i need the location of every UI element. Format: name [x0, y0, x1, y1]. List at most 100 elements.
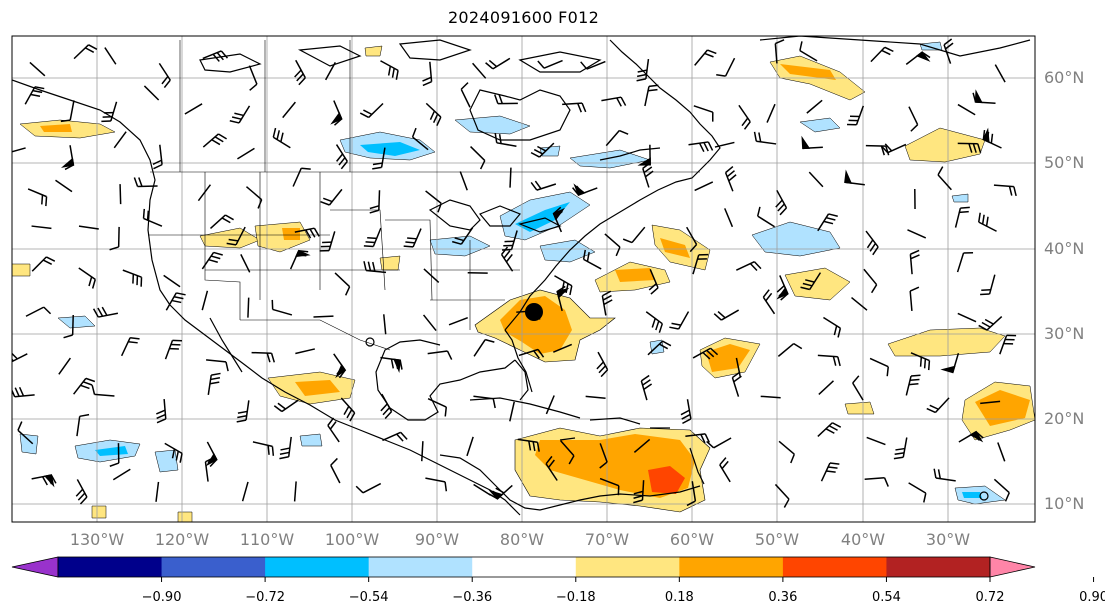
wind-barb [411, 127, 429, 151]
wind-barb [109, 226, 120, 251]
wind-barb [982, 127, 1002, 149]
colorbar-outline [57, 556, 991, 578]
wind-barb [63, 314, 74, 339]
wind-barb [163, 274, 181, 288]
wind-barb [957, 103, 976, 116]
wind-barb [142, 208, 163, 227]
wind-barb [448, 316, 468, 326]
colorbar-segment [575, 557, 680, 577]
colorbar-segment [679, 557, 784, 577]
wind-barb [599, 443, 608, 469]
wind-barb [330, 100, 343, 126]
wind-barb [778, 440, 796, 464]
wind-barb [693, 105, 714, 122]
small-circle-marker [365, 337, 375, 347]
wind-barb [582, 249, 602, 270]
lon-label-120: 120°W [155, 530, 210, 549]
wind-barb [327, 417, 340, 443]
colorbar-label: −0.36 [452, 590, 492, 605]
wind-barb [24, 86, 45, 105]
colorbar-label: 0.72 [976, 590, 1005, 605]
wind-barb [355, 482, 382, 494]
wind-barb [422, 61, 433, 87]
wind-barb [820, 462, 840, 482]
wind-barb [993, 478, 1010, 502]
wind-barb [272, 127, 291, 149]
lon-label-60: 60°W [670, 530, 714, 549]
colorbar-segment [161, 557, 266, 577]
wind-barb [644, 84, 659, 107]
wind-barb [637, 144, 651, 166]
wind-barb [204, 456, 215, 482]
coastlines [12, 36, 1031, 516]
wind-barb [851, 296, 868, 311]
wind-barb [91, 385, 115, 397]
colorbar-label: −0.18 [556, 590, 596, 605]
wind-barb [537, 59, 563, 69]
wind-barb [425, 477, 448, 492]
wind-barb [685, 433, 710, 444]
wind-barb [716, 57, 736, 77]
wind-barb [423, 268, 440, 284]
wind-barb [236, 400, 250, 423]
wind-barb [165, 292, 186, 311]
wind-barb [972, 89, 996, 104]
wind-barb [714, 141, 735, 148]
wind-barb [31, 225, 52, 230]
wind-barb [294, 59, 306, 86]
wind-barb [724, 165, 737, 192]
wind-barb [817, 213, 838, 232]
wind-barb [596, 351, 609, 378]
colorbar-segment [472, 557, 577, 577]
wind-barb [92, 306, 119, 318]
lat-label-40: 40°N [1044, 239, 1084, 258]
wind-barb [226, 226, 246, 246]
wind-barb [808, 171, 824, 188]
wind-barb [926, 397, 950, 414]
wind-barb [910, 352, 931, 371]
wind-barb [240, 254, 251, 273]
political-borders [148, 40, 700, 351]
wind-barb [73, 377, 96, 395]
wind-barb [27, 188, 48, 207]
wind-barb [101, 101, 118, 123]
wind-barb [865, 230, 879, 256]
wind-barb [58, 357, 72, 375]
wind-barb [580, 60, 606, 70]
wind-barb [530, 142, 555, 158]
wind-barb [143, 85, 160, 101]
wind-barb [279, 436, 292, 460]
wind-barb [688, 141, 714, 153]
wind-barb [340, 397, 356, 422]
wind-barb [648, 269, 659, 295]
wind-barb [980, 400, 1001, 405]
wind-barb [421, 441, 424, 462]
lon-label-90: 90°W [415, 530, 459, 549]
wind-barb [738, 104, 751, 130]
wind-barb [669, 311, 690, 330]
wind-barb [113, 131, 127, 149]
wind-barb [599, 477, 620, 496]
wind-barb [294, 227, 320, 239]
wind-barb [383, 314, 387, 335]
wind-barb [488, 484, 513, 500]
wind-barbs [12, 38, 1017, 508]
wind-barb [545, 395, 555, 415]
wind-barb [363, 261, 387, 274]
wind-barb [251, 351, 276, 363]
wind-barb [473, 483, 491, 496]
wind-barb [425, 190, 442, 213]
shaded-field [12, 41, 1035, 522]
wind-barb [206, 359, 229, 372]
colorbar-label: 0.90 [1079, 590, 1105, 605]
wind-barb [60, 100, 75, 123]
small-circle-marker [979, 491, 989, 501]
colorbar-label: 0.36 [768, 590, 797, 605]
colorbar-label: 0.54 [872, 590, 901, 605]
wind-barb [642, 162, 654, 188]
wind-barb [313, 315, 334, 318]
wind-barb [273, 399, 299, 413]
wind-barb [640, 374, 653, 401]
wind-barb [156, 398, 167, 424]
